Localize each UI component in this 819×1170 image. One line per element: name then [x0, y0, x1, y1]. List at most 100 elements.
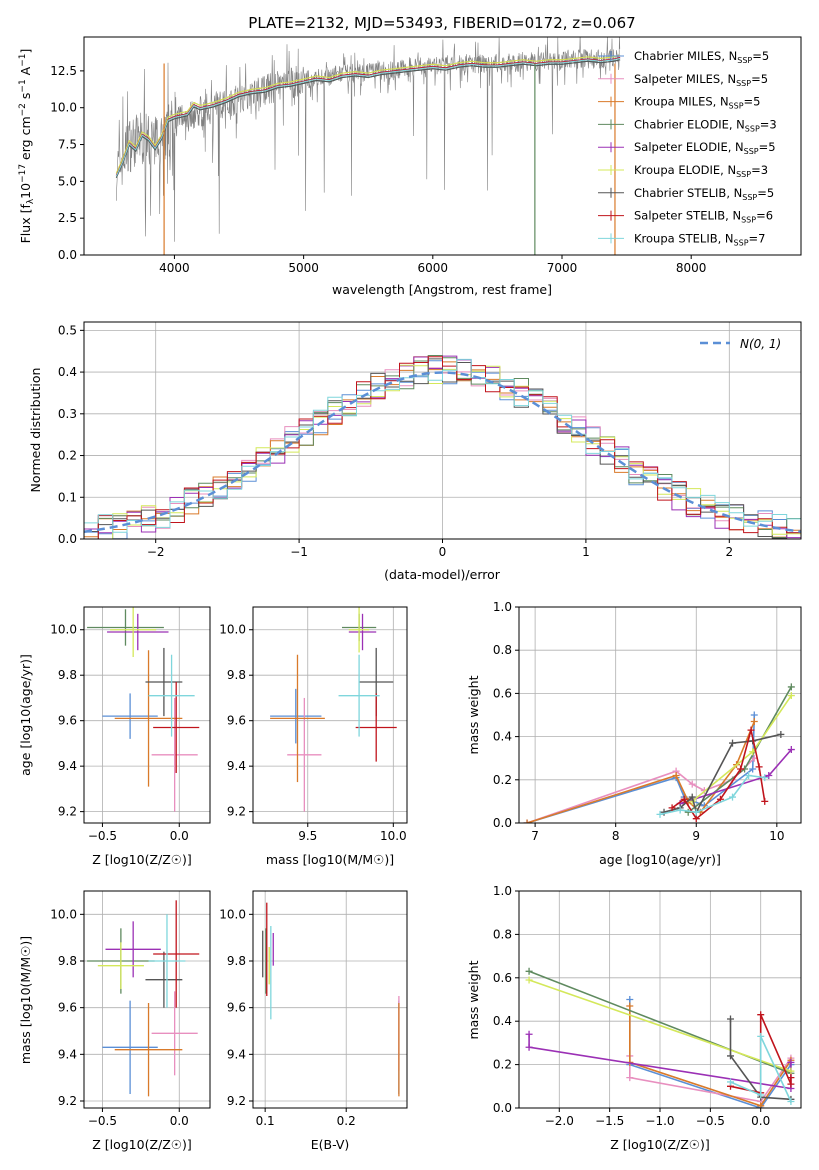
- x-tick-label: 10.0: [380, 829, 407, 843]
- y-tick-label: 9.4: [58, 759, 77, 773]
- x-tick-label: 5000: [288, 261, 319, 275]
- y-tick-label: 9.8: [227, 954, 246, 968]
- label-part: −1: [18, 54, 28, 67]
- x-tick-label: 7: [531, 829, 539, 843]
- y-tick-label: 9.2: [58, 1094, 77, 1108]
- x-tick-label: 9.5: [298, 829, 317, 843]
- y-tick-label: 9.2: [227, 805, 246, 819]
- weight-marker: [757, 1032, 765, 1040]
- panel-massweight_vs_age: 7 8 9 10 0.0 0.2 0.4 0.6 0.8 1.0 age [log10(age/yr…: [466, 600, 802, 867]
- x-tick-label: 0: [439, 545, 447, 559]
- model-spectrum-5: [115, 54, 621, 174]
- weight-marker: [761, 774, 769, 782]
- legend-sub: SSP: [745, 124, 760, 133]
- legend-name: Chabrier ELODIE, N: [634, 117, 745, 131]
- label-part: A: [18, 66, 33, 79]
- plot-area: [84, 355, 801, 539]
- y-tick-label: 9.6: [58, 1001, 77, 1015]
- x-tick-label: −0.5: [88, 1114, 117, 1128]
- weight-marker: [761, 797, 769, 805]
- weight-marker: [750, 717, 758, 725]
- x-axis-label: age [log10(age/yr)]: [599, 852, 721, 867]
- y-axis-label: age [log10(age/yr)]: [18, 654, 33, 776]
- weight-marker: [729, 793, 737, 801]
- legend-label-5: Kroupa ELODIE, NSSP=3: [634, 163, 768, 179]
- legend-label-6: Chabrier STELIB, NSSP=5: [634, 186, 774, 202]
- x-tick-label: −0.5: [696, 1114, 725, 1128]
- x-tick-label: 6000: [418, 261, 449, 275]
- weight-marker: [676, 806, 684, 814]
- x-tick-label: 8: [612, 829, 620, 843]
- axes-frame: [518, 606, 802, 824]
- y-tick-label: 9.2: [227, 1094, 246, 1108]
- weight-line-5: [528, 979, 792, 1072]
- x-tick-label: 0.1: [256, 1114, 275, 1128]
- y-tick-label: 7.5: [58, 138, 77, 152]
- panel-mass_vs_Z: −0.5 0.0 9.2 9.4 9.6 9.8 10.0 Z [log10(Z/Z☉)] ma…: [18, 890, 211, 1152]
- x-tick-label: −2.0: [545, 1114, 574, 1128]
- x-axis-label: (data-model)/error: [384, 567, 501, 582]
- legend-sub: SSP: [741, 216, 756, 225]
- panel-mass_vs_EBV: 0.1 0.2 9.2 9.4 9.6 9.8 10.0 E(B-V): [219, 890, 408, 1152]
- weight-marker: [787, 683, 795, 691]
- weight-marker: [745, 771, 753, 779]
- model-spectrum-8: [115, 57, 621, 177]
- weight-marker: [680, 795, 688, 803]
- legend-name: Salpeter ELODIE, N: [634, 140, 744, 154]
- y-axis-label: mass weight: [466, 960, 481, 1039]
- legend-name: Salpeter STELIB, N: [634, 209, 741, 223]
- weight-marker: [692, 815, 700, 823]
- y-tick-label: 9.8: [58, 668, 77, 682]
- x-tick-label: −1.0: [645, 1114, 674, 1128]
- weight-marker: [755, 763, 763, 771]
- weight-marker: [525, 1030, 533, 1038]
- plot-area: [87, 607, 200, 812]
- legend-sub: SSP: [734, 238, 749, 247]
- x-tick-label: −1.5: [595, 1114, 624, 1128]
- label-part: s: [18, 93, 33, 104]
- y-tick-label: 1.0: [493, 884, 512, 898]
- x-tick-label: 10: [769, 829, 784, 843]
- axes-frame: [83, 606, 211, 824]
- y-tick-label: 0.2: [58, 449, 77, 463]
- legend-value: =5: [759, 140, 776, 154]
- weight-marker: [787, 1097, 795, 1105]
- weight-marker: [656, 810, 664, 818]
- y-tick-label: 2.5: [58, 211, 77, 225]
- weight-marker: [727, 1078, 734, 1086]
- weight-marker: [525, 967, 533, 975]
- weight-marker: [688, 780, 696, 788]
- weight-marker: [757, 1011, 765, 1019]
- legend-value: =5: [757, 186, 774, 200]
- y-tick-label: 0.0: [58, 248, 77, 262]
- legend-sub: SSP: [729, 102, 744, 111]
- legend-value: =5: [744, 95, 761, 109]
- y-axis-label: mass weight: [466, 675, 481, 754]
- weight-marker: [749, 765, 757, 773]
- weight-marker: [787, 746, 795, 754]
- y-tick-label: 0.0: [58, 532, 77, 546]
- x-tick-label: 1: [582, 545, 590, 559]
- weight-marker: [765, 771, 773, 779]
- weight-marker: [787, 692, 795, 700]
- weight-marker: [787, 1080, 795, 1088]
- y-tick-label: 0.8: [493, 927, 512, 941]
- x-tick-label: −1: [290, 545, 308, 559]
- y-tick-label: 9.4: [227, 759, 246, 773]
- axes-frame: [83, 890, 211, 1109]
- axes-frame: [252, 890, 408, 1109]
- figure-title: PLATE=2132, MJD=53493, FIBERID=0172, z=0…: [248, 14, 635, 32]
- y-axis-label: Normed distribution: [28, 368, 43, 493]
- weight-marker: [688, 793, 696, 801]
- weight-marker: [787, 1058, 795, 1066]
- weight-line-7: [671, 729, 766, 820]
- y-tick-label: 0.3: [58, 407, 77, 421]
- y-tick-label: 0.4: [493, 1014, 512, 1028]
- x-tick-label: −2: [147, 545, 165, 559]
- panel-residuals: −2 −1 0 1 2 0.0 0.1 0.2 0.3 0.4 0.5 N(0, 1) (data-mo…: [28, 321, 802, 582]
- weight-marker: [727, 1052, 734, 1060]
- model-spectrum-6: [115, 59, 621, 178]
- weight-line-6: [729, 1019, 791, 1101]
- label-part: erg cm: [18, 116, 33, 164]
